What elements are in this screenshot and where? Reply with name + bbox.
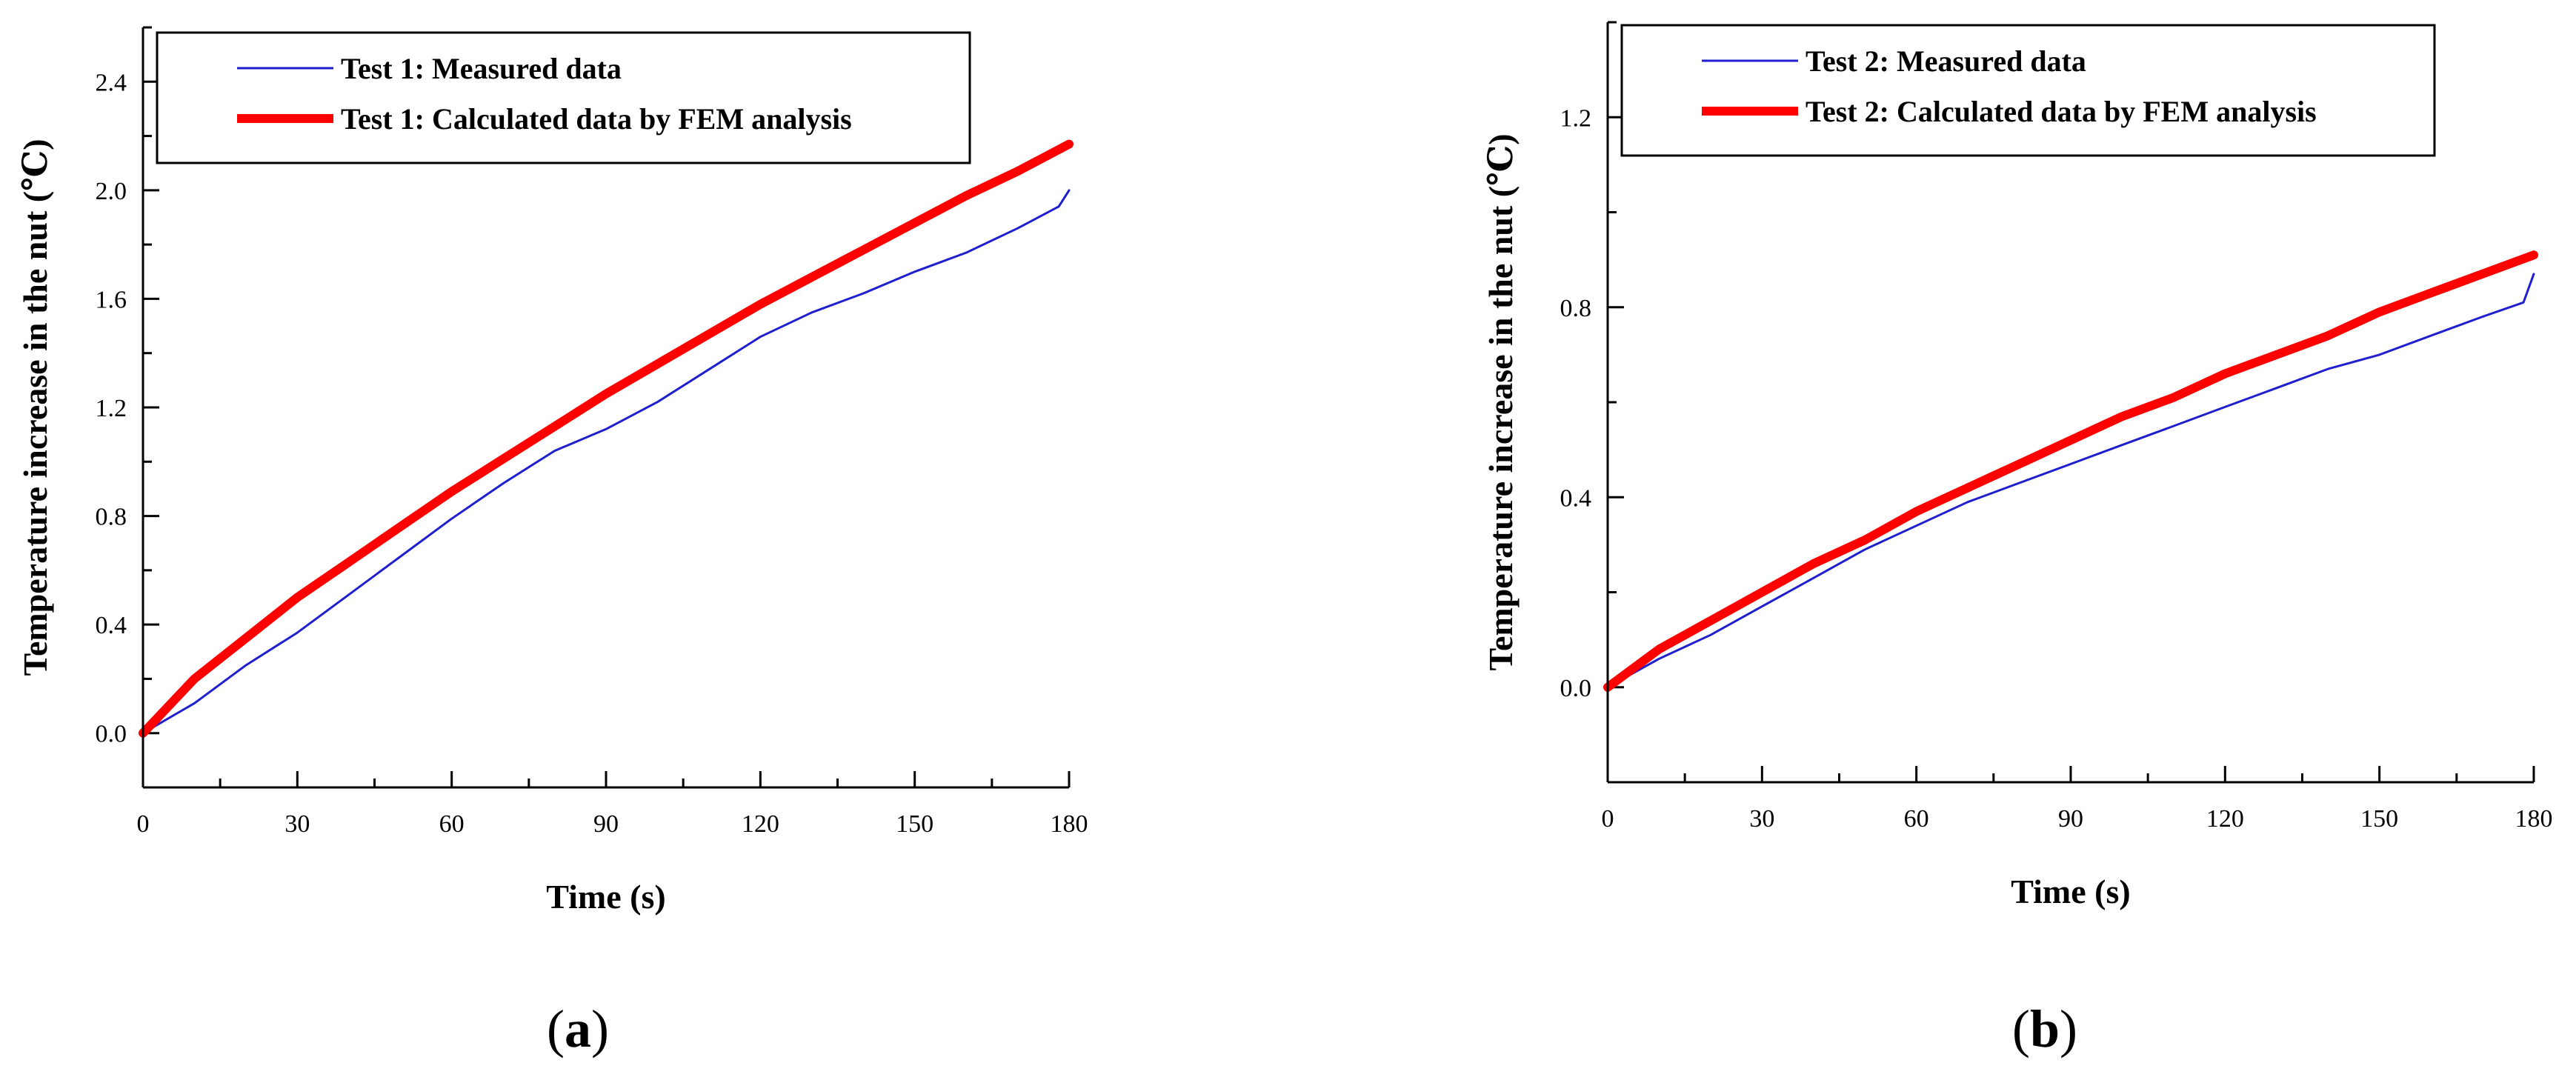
chart-a: 0 30 60 90 120 150 180 0.0 0.4 0.8 1.2 1.6 2.0 2.4 Te… xyxy=(16,26,1088,1059)
chart-b: 0 30 60 90 120 150 180 0.0 0.4 0.8 1.2 Test 2: Mea… xyxy=(1482,21,2553,1059)
chart-a-series-calculated-line xyxy=(139,139,1074,738)
chart-b-panel-letter: b xyxy=(2030,999,2060,1059)
chart-a-y-tick-label-2: 0.8 xyxy=(96,504,127,531)
chart-a-series-measured-line xyxy=(142,189,1071,735)
chart-a-y-tick-label-5: 2.0 xyxy=(96,178,127,205)
chart-b-series-calculated-line xyxy=(1603,250,2538,692)
chart-b-tick-labels: 0 30 60 90 120 150 180 0.0 0.4 0.8 1.2 xyxy=(1560,104,2553,833)
chart-a-legend-label-calculated: Test 1: Calculated data by FEM analysis xyxy=(341,102,852,136)
chart-a-y-tick-label-0: 0.0 xyxy=(96,721,127,748)
chart-b-x-tick-label-30: 30 xyxy=(1749,805,1774,833)
chart-b-series-measured-line xyxy=(1606,273,2535,689)
chart-a-tick-labels: 0 30 60 90 120 150 180 0.0 0.4 0.8 1.2 1.6 2.0 2.4 xyxy=(96,69,1088,838)
chart-b-legend-label-measured: Test 2: Measured data xyxy=(1805,44,2086,78)
chart-a-y-axis-title: Temperature increase in the nut (℃) xyxy=(16,139,54,676)
chart-b-x-tick-label-90: 90 xyxy=(2058,805,2083,833)
chart-a-x-tick-label-120: 120 xyxy=(742,810,779,838)
chart-b-y-tick-label-1: 0.4 xyxy=(1560,484,1592,512)
chart-a-x-tick-label-90: 90 xyxy=(593,810,619,838)
chart-b-x-tick-label-180: 180 xyxy=(2515,805,2553,833)
chart-a-x-tick-label-30: 30 xyxy=(284,810,310,838)
chart-b-y-axis-title: Temperature increase in the nut (℃) xyxy=(1482,133,1520,670)
chart-b-legend-label-calculated: Test 2: Calculated data by FEM analysis xyxy=(1805,95,2317,128)
chart-b-legend-box xyxy=(1620,24,2436,157)
chart-a-y-tick-label-6: 2.4 xyxy=(96,69,127,96)
chart-a-x-tick-label-0: 0 xyxy=(137,810,150,838)
chart-a-y-tick-label-3: 1.2 xyxy=(96,395,127,422)
chart-a-panel-letter: a xyxy=(565,999,591,1059)
chart-b-x-tick-label-150: 150 xyxy=(2360,805,2398,833)
chart-a-x-tick-label-150: 150 xyxy=(896,810,933,838)
chart-a-x-tick-label-180: 180 xyxy=(1051,810,1088,838)
chart-a-panel-label: (a) xyxy=(547,999,609,1059)
chart-b-x-tick-label-60: 60 xyxy=(1904,805,1929,833)
chart-b-y-tick-label-0: 0.0 xyxy=(1560,675,1592,702)
chart-a-x-tick-label-60: 60 xyxy=(439,810,465,838)
chart-b-x-axis-title: Time (s) xyxy=(2011,873,2130,910)
chart-a-x-axis-title: Time (s) xyxy=(546,878,665,916)
chart-b-y-tick-label-3: 1.2 xyxy=(1560,104,1592,132)
chart-b-series xyxy=(1603,250,2538,692)
chart-a-legend-label-measured: Test 1: Measured data xyxy=(341,52,622,85)
chart-a-legend-box xyxy=(156,31,971,164)
chart-b-panel-label: (b) xyxy=(2012,999,2077,1059)
chart-b-x-tick-label-120: 120 xyxy=(2206,805,2244,833)
chart-a-series xyxy=(139,139,1074,738)
chart-b-y-tick-label-2: 0.8 xyxy=(1560,295,1592,322)
chart-a-y-tick-label-4: 1.6 xyxy=(96,286,127,313)
chart-b-x-tick-label-0: 0 xyxy=(1602,805,1614,833)
chart-a-y-tick-label-1: 0.4 xyxy=(96,612,127,639)
